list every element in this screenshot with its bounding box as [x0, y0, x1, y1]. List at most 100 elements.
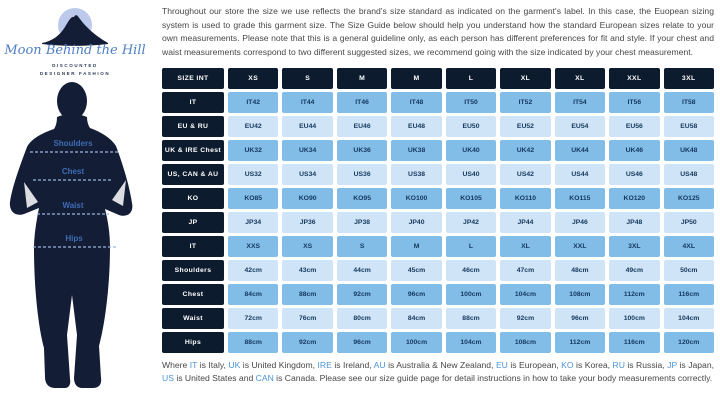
column-header: XS	[228, 68, 279, 90]
size-cell: KO100	[391, 188, 442, 210]
size-cell: 92cm	[336, 284, 388, 306]
size-cell: JP34	[228, 212, 279, 234]
size-cell: EU42	[228, 116, 279, 138]
size-cell: UK46	[609, 140, 660, 162]
column-header: XL	[554, 68, 606, 90]
size-cell: 88cm	[228, 332, 279, 354]
size-cell: EU46	[336, 116, 388, 138]
size-cell: JP38	[336, 212, 388, 234]
footnote-segment: is Italy,	[197, 360, 229, 371]
brand-tagline-line2: DESIGNER FASHION	[39, 70, 111, 76]
size-cell: JP36	[282, 212, 333, 234]
row-label: KO	[162, 188, 224, 210]
size-cell: IT44	[282, 92, 333, 114]
size-cell: 72cm	[228, 308, 279, 330]
size-cell: KO125	[663, 188, 714, 210]
size-cell: UK48	[663, 140, 714, 162]
size-cell: UK34	[282, 140, 333, 162]
column-header: S	[282, 68, 333, 90]
country-abbreviation: AU	[373, 360, 386, 371]
footnote-segment: is Japan,	[677, 360, 714, 371]
size-cell: US40	[445, 164, 497, 186]
country-abbreviation: EU	[495, 360, 508, 371]
size-cell: 108cm	[554, 284, 606, 306]
figure-label-chest: Chest	[62, 167, 85, 176]
size-cell: EU44	[282, 116, 333, 138]
country-abbreviation: IT	[189, 360, 198, 371]
size-cell: UK36	[336, 140, 388, 162]
moon-behind-hill-icon	[42, 8, 108, 46]
row-label: US, CAN & AU	[162, 164, 224, 186]
size-cell: UK32	[228, 140, 279, 162]
country-abbreviation: CAN	[255, 373, 274, 384]
size-cell: 88cm	[282, 284, 333, 306]
row-label: Chest	[162, 284, 224, 306]
size-cell: KO105	[445, 188, 497, 210]
size-cell: JP48	[609, 212, 660, 234]
row-label: IT	[162, 236, 224, 258]
size-cell: 112cm	[609, 284, 660, 306]
size-cell: EU50	[445, 116, 497, 138]
brand-name: Moon Behind the Hill	[4, 43, 146, 58]
size-cell: 100cm	[391, 332, 442, 354]
size-cell: JP42	[445, 212, 497, 234]
row-label: JP	[162, 212, 224, 234]
size-cell: IT56	[609, 92, 660, 114]
size-table: SIZE INT XS S M M L XL XL XXL 3XL IT IT42 IT44 IT46 IT…	[162, 68, 714, 354]
size-cell: EU54	[554, 116, 606, 138]
size-cell: US46	[609, 164, 660, 186]
size-cell: XL	[500, 236, 551, 258]
size-cell: 88cm	[445, 308, 497, 330]
size-cell: IT54	[554, 92, 606, 114]
figure-label-waist: Waist	[62, 201, 83, 210]
size-cell: 50cm	[663, 260, 714, 282]
column-header: 3XL	[663, 68, 714, 90]
size-cell: UK42	[500, 140, 551, 162]
size-cell: KO120	[609, 188, 660, 210]
size-cell: 116cm	[609, 332, 660, 354]
footnote-segment: is United States and	[173, 373, 256, 384]
size-cell: US34	[282, 164, 333, 186]
size-cell: US44	[554, 164, 606, 186]
size-cell: 4XL	[663, 236, 714, 258]
footnote-segment: is Russia,	[624, 360, 668, 371]
size-cell: UK38	[391, 140, 442, 162]
size-cell: 84cm	[391, 308, 442, 330]
size-cell: KO90	[282, 188, 333, 210]
size-cell: S	[336, 236, 388, 258]
size-cell: JP40	[391, 212, 442, 234]
footnote-segment: Where	[162, 360, 190, 371]
figure-label-hips: Hips	[65, 234, 83, 243]
size-cell: 49cm	[609, 260, 660, 282]
size-cell: 100cm	[609, 308, 660, 330]
footnote-segment: is European,	[507, 360, 562, 371]
brand-tagline: DISCOUNTED DESIGNER FASHION	[0, 62, 150, 77]
size-cell: KO115	[554, 188, 606, 210]
brand-logo: Moon Behind the Hill DISCOUNTED DESIGNER…	[0, 0, 150, 77]
column-header: XL	[500, 68, 551, 90]
size-cell: 80cm	[336, 308, 388, 330]
size-cell: 44cm	[336, 260, 388, 282]
footnote-text: Where IT is Italy, UK is United Kingdom,…	[162, 359, 714, 385]
size-cell: 104cm	[663, 308, 714, 330]
size-cell: 100cm	[445, 284, 497, 306]
size-cell: L	[445, 236, 497, 258]
size-cell: 120cm	[663, 332, 714, 354]
intro-text: Throughout our store the size we use ref…	[162, 6, 714, 57]
size-cell: UK40	[445, 140, 497, 162]
size-cell: 116cm	[663, 284, 714, 306]
size-cell: EU48	[391, 116, 442, 138]
country-abbreviation: JP	[667, 360, 678, 371]
body-silhouette-icon: Shoulders Chest Waist Hips	[9, 82, 133, 388]
country-abbreviation: US	[162, 373, 174, 384]
size-cell: 45cm	[391, 260, 442, 282]
size-cell: 92cm	[500, 308, 551, 330]
size-cell: EU56	[609, 116, 660, 138]
size-cell: KO85	[228, 188, 279, 210]
size-cell: KO95	[336, 188, 388, 210]
row-label: Hips	[162, 332, 224, 354]
content-area: Throughout our store the size we use ref…	[150, 0, 720, 404]
size-cell: IT52	[500, 92, 551, 114]
size-cell: IT46	[336, 92, 388, 114]
size-cell: IT50	[445, 92, 497, 114]
